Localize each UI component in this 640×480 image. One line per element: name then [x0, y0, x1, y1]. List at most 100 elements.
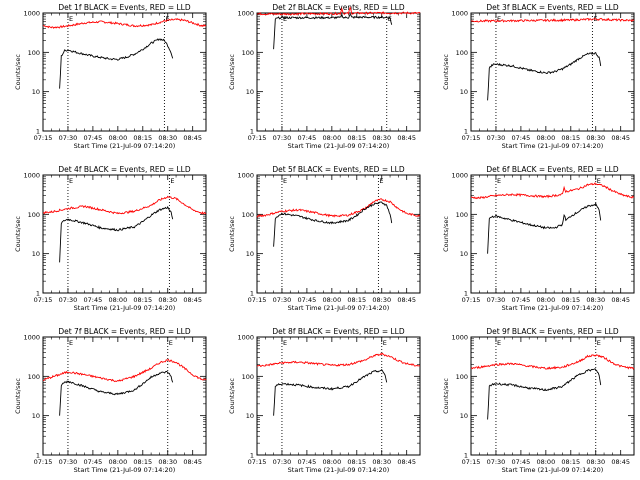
plot-frame [470, 336, 635, 456]
event-marker-label: E [283, 177, 287, 185]
x-tick-label: 08:30 [586, 134, 605, 142]
event-marker-label: E [170, 177, 174, 185]
x-tick-label: 08:00 [322, 134, 341, 142]
x-tick-label: 08:45 [183, 134, 202, 142]
y-tick-label: 10 [246, 250, 254, 258]
x-tick-label: 08:30 [372, 134, 391, 142]
y-axis-label: Counts/sec [228, 54, 236, 90]
y-tick-label: 10 [460, 412, 468, 420]
x-tick-label: 07:45 [512, 458, 531, 466]
plot-frame [42, 12, 207, 132]
chart-title: Det 5f BLACK = Events, RED = LLD [272, 165, 405, 174]
x-tick-label: 07:30 [273, 296, 292, 304]
x-axis-label: Start Time (21-Jul-09 07:14:20) [74, 304, 176, 312]
series-events [59, 38, 174, 89]
x-tick-label: 08:45 [183, 296, 202, 304]
y-axis-label: Counts/sec [14, 216, 22, 252]
series-lld [42, 18, 207, 29]
y-tick-label: 10 [246, 88, 254, 96]
x-tick-label: 08:30 [372, 458, 391, 466]
x-tick-label: 08:45 [397, 134, 416, 142]
x-tick-label: 07:30 [59, 458, 78, 466]
plot-frame [42, 174, 207, 294]
chart-title: Det 9f BLACK = Events, RED = LLD [486, 327, 619, 336]
y-tick-label: 100 [28, 373, 40, 381]
x-tick-label: 07:45 [512, 296, 531, 304]
x-tick-label: 08:30 [158, 458, 177, 466]
x-tick-label: 08:45 [611, 458, 630, 466]
x-tick-label: 07:45 [84, 296, 103, 304]
x-tick-label: 08:30 [158, 296, 177, 304]
series-events [59, 205, 174, 263]
x-tick-label: 07:15 [248, 134, 267, 142]
panel-det-1: Det 1f BLACK = Events, RED = LLD 1 10 100 10… [14, 3, 207, 150]
x-tick-label: 08:30 [372, 296, 391, 304]
x-tick-label: 08:15 [133, 458, 152, 466]
y-axis-label: Counts/sec [14, 378, 22, 414]
series-events [273, 369, 388, 416]
y-tick-label: 10 [460, 250, 468, 258]
y-tick-label: 10 [460, 88, 468, 96]
x-tick-label: 08:00 [322, 458, 341, 466]
y-tick-label: 1 [250, 290, 254, 298]
y-tick-label: 1000 [451, 172, 468, 180]
x-tick-label: 07:45 [298, 134, 317, 142]
series-events [487, 202, 602, 254]
x-tick-label: 08:45 [611, 134, 630, 142]
x-tick-label: 07:45 [84, 134, 103, 142]
event-marker-label: E [497, 15, 501, 23]
y-tick-label: 1 [250, 128, 254, 136]
chart-title: Det 8f BLACK = Events, RED = LLD [272, 327, 405, 336]
x-tick-label: 08:00 [322, 296, 341, 304]
panel-det-8: Det 8f BLACK = Events, RED = LLD 1 10 100 10… [228, 327, 421, 474]
x-tick-label: 07:15 [462, 134, 481, 142]
x-tick-label: 07:45 [512, 134, 531, 142]
x-tick-label: 08:15 [561, 296, 580, 304]
y-tick-label: 1000 [237, 334, 254, 342]
x-tick-label: 08:15 [133, 296, 152, 304]
panel-det-6: Det 6f BLACK = Events, RED = LLD 1 10 100 10… [442, 165, 635, 312]
event-marker-label: E [597, 339, 601, 347]
y-tick-label: 10 [32, 250, 40, 258]
series-events [273, 201, 393, 247]
series-lld [42, 358, 207, 383]
x-tick-label: 08:00 [108, 458, 127, 466]
chart-title: Det 2f BLACK = Events, RED = LLD [272, 3, 405, 12]
x-axis-label: Start Time (21-Jul-09 07:14:20) [288, 142, 390, 150]
x-tick-label: 08:45 [397, 458, 416, 466]
y-tick-label: 1000 [451, 334, 468, 342]
event-marker-label: E [497, 339, 501, 347]
x-tick-label: 08:00 [536, 296, 555, 304]
x-axis-label: Start Time (21-Jul-09 07:14:20) [502, 466, 604, 474]
plot-frame [470, 174, 635, 294]
event-marker-label: E [69, 15, 73, 23]
chart-title: Det 6f BLACK = Events, RED = LLD [486, 165, 619, 174]
x-tick-label: 08:45 [183, 458, 202, 466]
x-tick-label: 07:15 [248, 458, 267, 466]
x-axis-label: Start Time (21-Jul-09 07:14:20) [74, 142, 176, 150]
x-axis-label: Start Time (21-Jul-09 07:14:20) [502, 142, 604, 150]
event-marker-label: E [597, 177, 601, 185]
series-events [487, 368, 602, 420]
x-tick-label: 08:30 [586, 458, 605, 466]
x-tick-label: 07:15 [248, 296, 267, 304]
x-tick-label: 08:45 [611, 296, 630, 304]
y-tick-label: 1000 [23, 10, 40, 18]
series-events [273, 12, 393, 50]
y-tick-label: 1 [250, 452, 254, 460]
plot-frame [256, 12, 421, 132]
y-tick-label: 10 [32, 88, 40, 96]
event-marker-label: E [497, 177, 501, 185]
x-tick-label: 07:30 [273, 134, 292, 142]
x-tick-label: 07:30 [487, 458, 506, 466]
x-tick-label: 07:15 [462, 296, 481, 304]
series-lld [256, 198, 421, 218]
y-axis-label: Counts/sec [14, 54, 22, 90]
plot-frame [42, 336, 207, 456]
x-tick-label: 07:15 [34, 458, 53, 466]
series-lld [257, 6, 421, 16]
x-tick-label: 07:30 [273, 458, 292, 466]
y-tick-label: 1000 [23, 334, 40, 342]
x-tick-label: 08:00 [536, 134, 555, 142]
